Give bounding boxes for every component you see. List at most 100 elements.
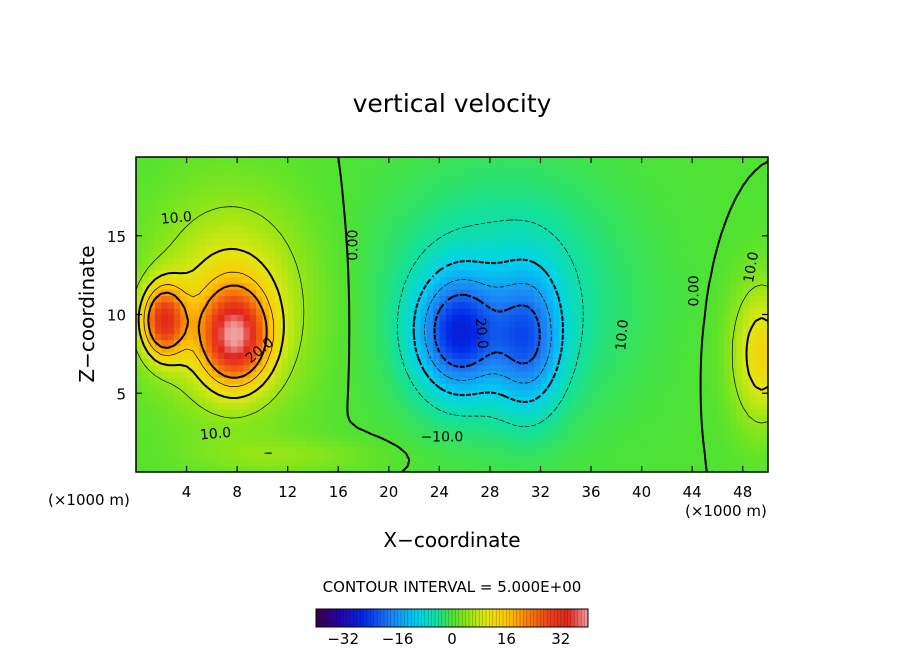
heatmap-cell: [628, 459, 636, 467]
heatmap-cell: [445, 283, 453, 290]
heatmap-cell: [489, 314, 497, 322]
heatmap-cell: [591, 194, 598, 202]
heatmap-cell: [723, 295, 731, 303]
heatmap-cell: [148, 251, 156, 259]
heatmap-cell: [628, 415, 636, 422]
heatmap-cell: [508, 182, 516, 189]
heatmap-cell: [218, 257, 225, 265]
heatmap-cell: [199, 251, 206, 259]
heatmap-cell: [616, 157, 624, 164]
heatmap-cell: [755, 371, 763, 378]
heatmap-cell: [704, 201, 712, 208]
heatmap-cell: [477, 453, 484, 460]
heatmap-cell: [205, 465, 213, 472]
heatmap-cell: [641, 276, 649, 284]
heatmap-cell: [230, 270, 238, 278]
heatmap-cell: [660, 169, 668, 177]
heatmap-cell: [331, 257, 339, 265]
heatmap-cell: [540, 182, 548, 189]
heatmap-cell: [628, 320, 636, 328]
heatmap-cell: [591, 427, 598, 435]
heatmap-cell: [173, 301, 181, 309]
heatmap-cell: [761, 257, 768, 265]
heatmap-cell: [572, 257, 579, 265]
heatmap-cell: [199, 352, 206, 359]
heatmap-cell: [325, 459, 333, 467]
heatmap-cell: [521, 396, 529, 404]
heatmap-cell: [350, 308, 358, 315]
heatmap-cell: [635, 327, 642, 334]
heatmap-cell: [692, 257, 699, 265]
heatmap-cell: [211, 188, 219, 196]
heatmap-cell: [591, 301, 598, 309]
heatmap-cell: [717, 169, 725, 177]
heatmap-cell: [559, 364, 567, 372]
heatmap-cell: [527, 377, 535, 385]
heatmap-cell: [414, 213, 421, 221]
heatmap-cell: [572, 434, 579, 441]
heatmap-cell: [565, 251, 573, 259]
heatmap-cell: [464, 308, 472, 315]
heatmap-cell: [572, 238, 579, 246]
heatmap-cell: [142, 182, 150, 189]
heatmap-cell: [312, 446, 320, 454]
heatmap-cell: [439, 201, 447, 208]
heatmap-cell: [363, 440, 371, 448]
heatmap-cell: [616, 169, 624, 177]
heatmap-cell: [603, 333, 611, 341]
heatmap-cell: [205, 377, 213, 385]
heatmap-cell: [742, 175, 750, 183]
heatmap-cell: [603, 163, 611, 170]
heatmap-cell: [433, 188, 440, 196]
heatmap-cell: [395, 232, 402, 240]
heatmap-cell: [685, 364, 693, 372]
heatmap-cell: [180, 182, 187, 189]
heatmap-cell: [540, 352, 548, 359]
heatmap-cell: [294, 289, 301, 296]
heatmap-cell: [527, 270, 535, 278]
heatmap-cell: [350, 201, 358, 208]
heatmap-cell: [610, 289, 617, 296]
heatmap-cell: [540, 289, 548, 296]
heatmap-cell: [603, 327, 611, 334]
heatmap-cell: [628, 169, 636, 177]
heatmap-cell: [388, 207, 396, 215]
heatmap-cell: [660, 346, 668, 353]
heatmap-cell: [496, 427, 503, 435]
heatmap-cell: [470, 440, 478, 448]
heatmap-cell: [622, 415, 630, 422]
heatmap-cell: [470, 220, 478, 227]
heatmap-cell: [489, 251, 497, 259]
heatmap-cell: [565, 434, 573, 441]
heatmap-cell: [692, 289, 699, 296]
heatmap-cell: [723, 427, 731, 435]
heatmap-cell: [439, 409, 447, 416]
heatmap-cell: [388, 346, 396, 353]
heatmap-cell: [698, 308, 706, 315]
heatmap-cell: [376, 465, 383, 472]
heatmap-cell: [540, 402, 548, 410]
heatmap-cell: [470, 320, 478, 328]
heatmap-cell: [616, 220, 624, 227]
heatmap-cell: [142, 201, 150, 208]
heatmap-cell: [186, 289, 194, 296]
heatmap-cell: [458, 352, 466, 359]
heatmap-cell: [186, 207, 194, 215]
heatmap-cell: [736, 175, 744, 183]
heatmap-cell: [654, 346, 661, 353]
heatmap-cell: [369, 409, 377, 416]
heatmap-cell: [477, 213, 484, 221]
heatmap-cell: [666, 415, 674, 422]
heatmap-cell: [679, 157, 687, 164]
heatmap-cell: [755, 276, 763, 284]
heatmap-cell: [591, 377, 598, 385]
heatmap-cell: [540, 251, 548, 259]
heatmap-cell: [578, 440, 586, 448]
heatmap-cell: [742, 440, 750, 448]
heatmap-cell: [641, 194, 649, 202]
heatmap-cell: [192, 396, 200, 404]
heatmap-cell: [666, 270, 674, 278]
heatmap-cell: [426, 207, 434, 215]
heatmap-cell: [553, 169, 560, 177]
heatmap-cell: [306, 358, 314, 366]
